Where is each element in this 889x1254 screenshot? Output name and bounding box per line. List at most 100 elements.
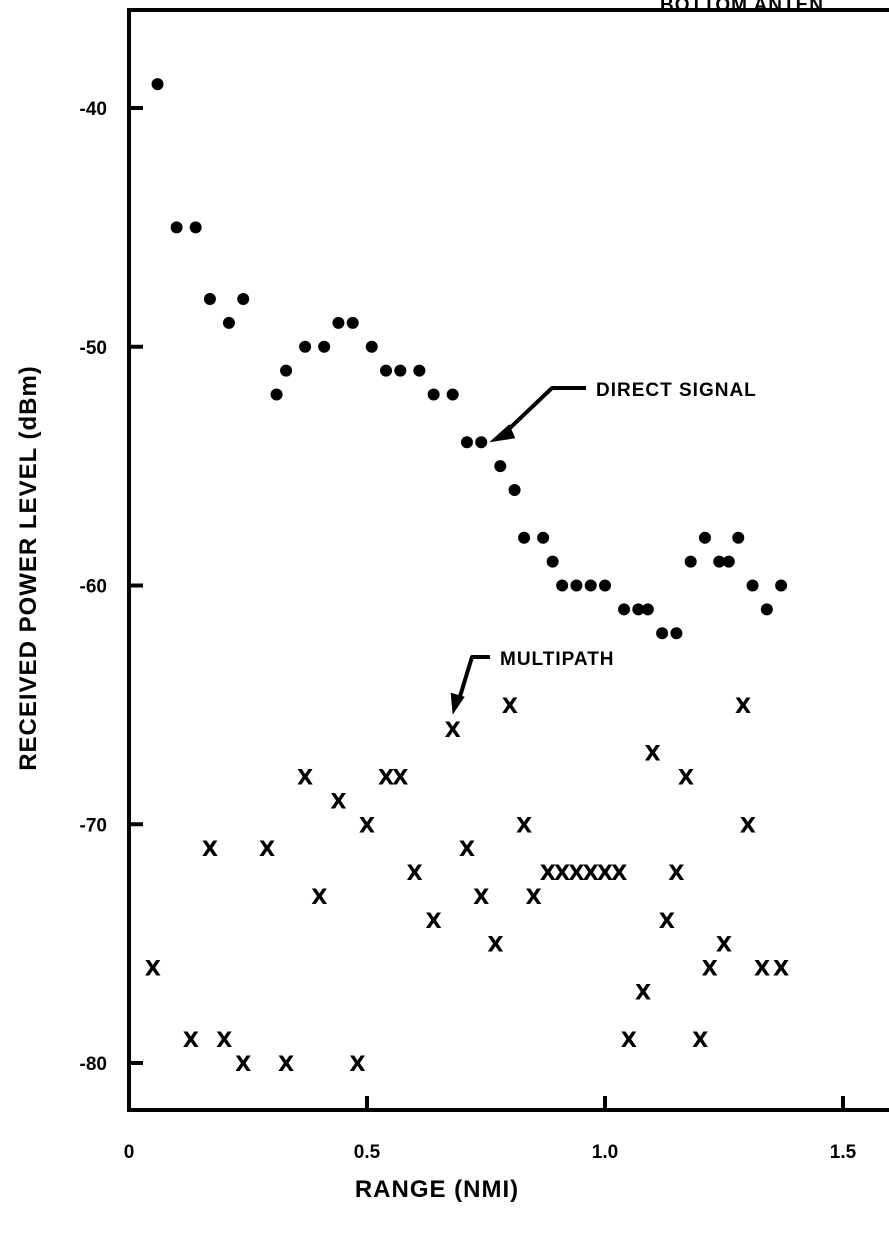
data-point-multipath: X <box>716 933 732 957</box>
data-point-multipath: X <box>459 837 475 861</box>
data-point-multipath: X <box>349 1052 365 1076</box>
data-point-direct <box>722 555 735 568</box>
data-point-multipath: X <box>502 694 518 718</box>
data-point-direct <box>508 484 521 496</box>
arrowhead-multipath <box>450 692 465 715</box>
data-point-multipath: X <box>359 813 375 837</box>
data-point-direct <box>413 364 426 377</box>
data-point-direct <box>170 221 183 234</box>
data-point-multipath: X <box>378 766 394 790</box>
data-point-multipath: X <box>525 885 541 909</box>
y-tick-label: -50 <box>80 338 107 359</box>
data-point-direct <box>332 316 345 329</box>
data-point-multipath: X <box>202 837 218 861</box>
y-tick-label: -70 <box>80 815 107 836</box>
data-point-multipath: X <box>406 861 422 885</box>
data-point-multipath: X <box>235 1052 251 1076</box>
x-tick-label: 1.5 <box>830 1142 857 1163</box>
data-point-direct <box>656 627 669 640</box>
data-point-multipath: X <box>583 861 599 885</box>
data-point-direct <box>698 531 711 544</box>
data-point-direct <box>280 364 293 377</box>
data-point-direct <box>641 603 654 616</box>
data-point-direct <box>203 293 216 305</box>
data-point-multipath: X <box>644 742 660 766</box>
data-point-direct <box>518 531 531 544</box>
data-point-multipath: X <box>611 861 627 885</box>
data-point-multipath: X <box>635 980 651 1004</box>
data-point-multipath: X <box>426 909 442 933</box>
x-tick-label: 1.0 <box>592 1142 618 1163</box>
data-point-multipath: X <box>773 957 789 981</box>
data-point-direct <box>584 579 597 592</box>
data-point-direct <box>380 364 393 377</box>
data-point-direct <box>427 388 440 401</box>
arrow-direct-signal <box>499 386 586 438</box>
annotation-multipath: MULTIPATH <box>500 649 615 670</box>
plot-frame <box>127 8 889 1112</box>
data-point-direct <box>460 436 473 449</box>
x-tick-label: 0.5 <box>354 1142 381 1163</box>
x-axis-title: RANGE (NMI) <box>355 1176 519 1203</box>
data-point-direct <box>346 316 359 329</box>
data-point-direct <box>222 316 235 329</box>
data-point-multipath: X <box>445 718 461 742</box>
data-point-direct <box>446 388 459 401</box>
data-point-multipath: X <box>473 885 489 909</box>
data-point-multipath: X <box>330 789 346 813</box>
series-direct-signal <box>151 78 788 640</box>
data-point-multipath: X <box>621 1028 637 1052</box>
data-point-multipath: X <box>216 1028 232 1052</box>
data-point-multipath: X <box>392 766 408 790</box>
data-point-multipath: X <box>259 837 275 861</box>
series-multipath: XXXXXXXXXXXXXXXXXXXXXXXXXXXXXXXXXXXXXXXX… <box>145 694 790 1076</box>
data-point-direct <box>189 221 202 234</box>
data-point-multipath: X <box>145 957 161 981</box>
data-point-direct <box>684 555 697 568</box>
data-point-multipath: X <box>278 1052 294 1076</box>
data-point-multipath: X <box>597 861 613 885</box>
data-point-direct <box>556 579 569 592</box>
data-point-direct <box>760 603 773 616</box>
data-point-direct <box>618 603 631 616</box>
data-point-multipath: X <box>678 766 694 790</box>
arrow-multipath <box>456 655 490 702</box>
chart-title: BOTTOM ANTEN <box>660 0 824 16</box>
data-point-direct <box>746 579 759 592</box>
data-point-direct <box>237 293 250 305</box>
data-point-multipath: X <box>740 813 756 837</box>
data-point-multipath: X <box>735 694 751 718</box>
data-point-direct <box>318 340 331 353</box>
data-point-direct <box>537 531 550 544</box>
data-point-multipath: X <box>540 861 556 885</box>
data-point-multipath: X <box>311 885 327 909</box>
data-point-multipath: X <box>516 813 532 837</box>
annotation-direct-signal: DIRECT SIGNAL <box>596 380 757 401</box>
data-point-direct <box>632 603 645 616</box>
data-point-direct <box>570 579 583 592</box>
y-tick-label: -40 <box>80 99 107 120</box>
data-point-direct <box>670 627 683 640</box>
y-tick-label: -80 <box>80 1054 107 1075</box>
data-point-multipath: X <box>487 933 503 957</box>
data-point-direct <box>394 364 407 377</box>
annotation-arrows <box>450 386 586 715</box>
arrowhead-direct-signal <box>489 424 516 443</box>
data-point-multipath: X <box>668 861 684 885</box>
y-axis-title: RECEIVED POWER LEVEL (dBm) <box>15 365 42 771</box>
x-tick-label: 0 <box>124 1142 135 1163</box>
data-point-direct <box>775 579 788 592</box>
data-point-direct <box>299 340 312 353</box>
data-point-multipath: X <box>692 1028 708 1052</box>
data-point-direct <box>732 531 745 544</box>
data-point-multipath: X <box>554 861 570 885</box>
data-point-direct <box>365 340 378 353</box>
axis-ticks: 0 0.5 1.0 1.5 -40 -50 -60 -70 -80 <box>80 99 857 1163</box>
data-point-direct <box>713 555 726 568</box>
data-point-direct <box>546 555 559 568</box>
data-point-multipath: X <box>702 957 718 981</box>
data-point-multipath: X <box>297 766 313 790</box>
data-point-direct <box>270 388 283 401</box>
